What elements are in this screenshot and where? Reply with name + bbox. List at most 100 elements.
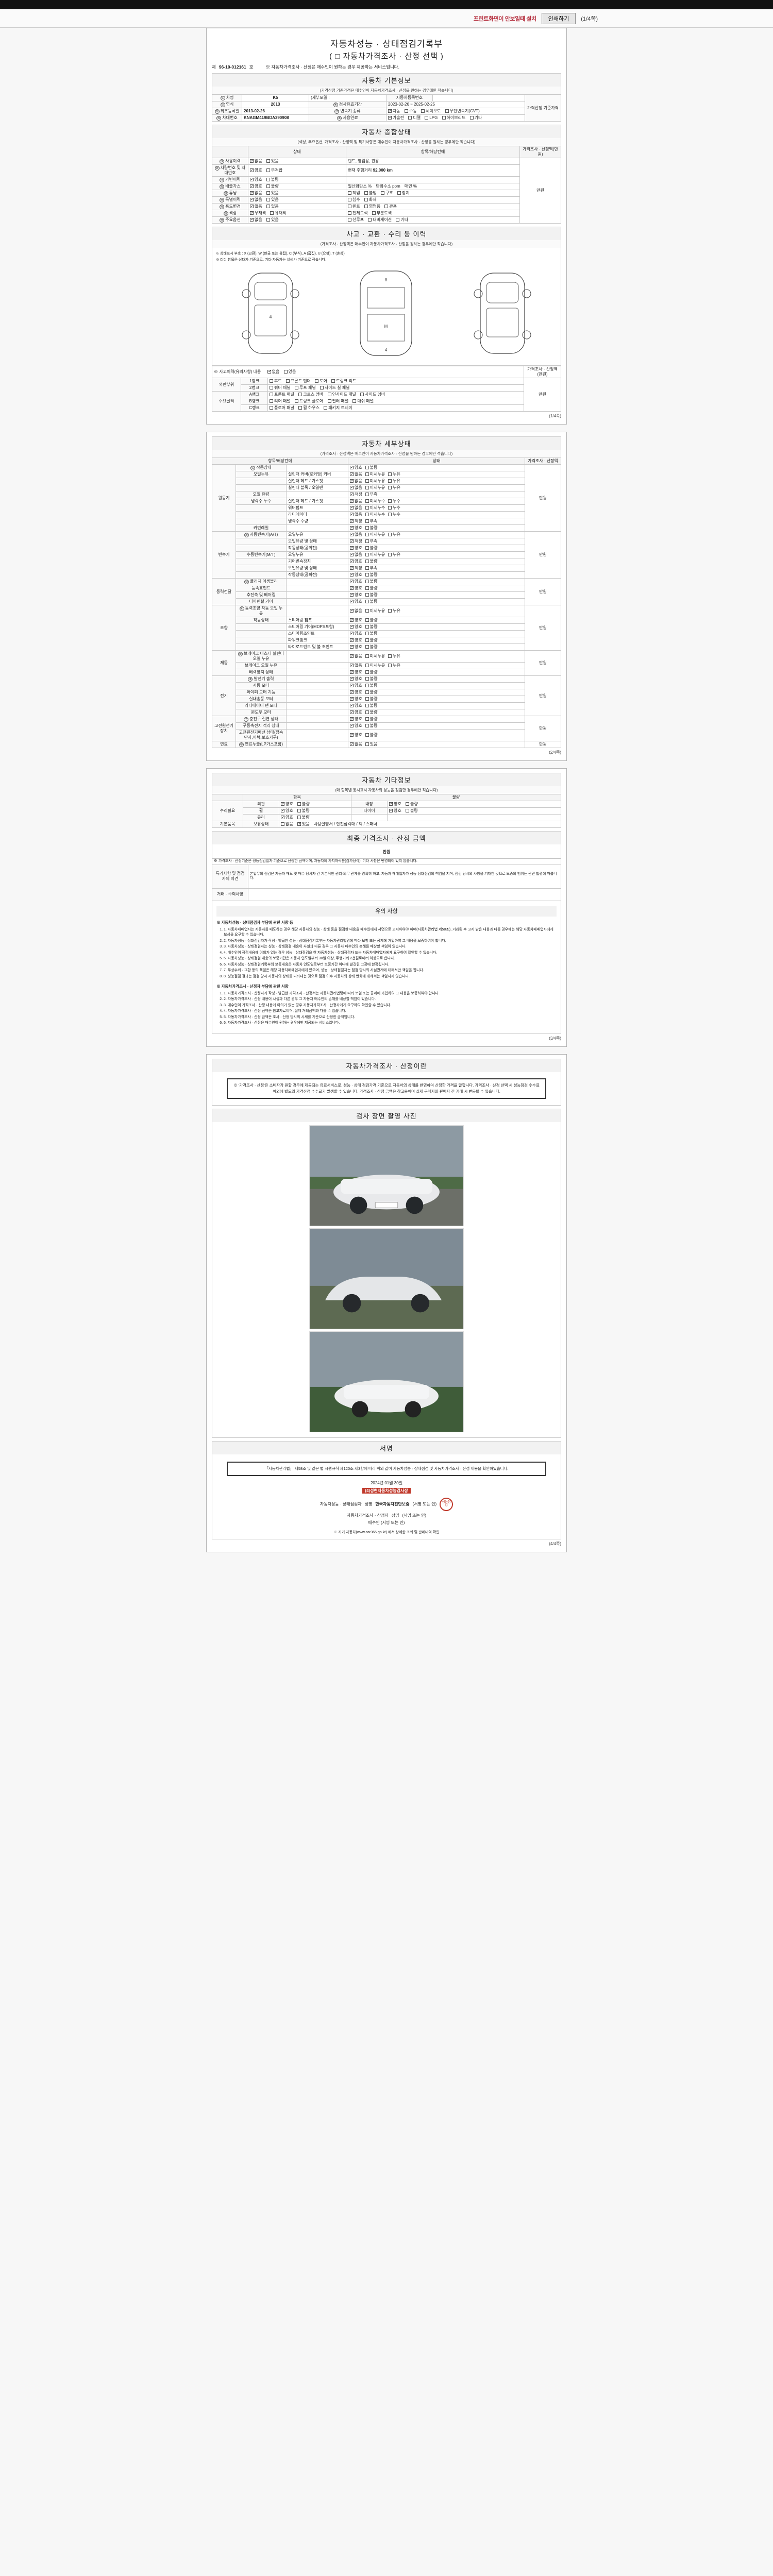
opt-1[interactable]: 불량 xyxy=(365,586,377,591)
opt-1[interactable]: 불량 xyxy=(365,733,377,738)
opt-government[interactable]: 관용 xyxy=(384,204,397,209)
opt-chromatic[interactable]: 유채색 xyxy=(270,211,286,216)
opt-1[interactable]: 불량 xyxy=(365,546,377,551)
opt-2[interactable]: 누수 xyxy=(388,499,400,504)
opt-yes[interactable]: 있음 xyxy=(266,191,279,196)
opt-yes[interactable]: 있음 xyxy=(266,197,279,202)
opt-0[interactable]: 양호 xyxy=(350,465,362,470)
opt-0[interactable]: 양호 xyxy=(350,525,362,531)
part-side-sill[interactable]: 사이드 실 패널 xyxy=(320,385,349,391)
opt-bad[interactable]: 불량 xyxy=(266,177,279,182)
opt-0[interactable]: 양호 xyxy=(350,579,362,584)
opt-1[interactable]: 불량 xyxy=(365,559,377,564)
opt-0[interactable]: 양호 xyxy=(350,716,362,722)
opt-1[interactable]: 불량 xyxy=(365,618,377,623)
opt-bad[interactable]: 불량 xyxy=(297,802,310,807)
part-side-member[interactable]: 사이드 멤버 xyxy=(360,392,385,397)
part-cross-member[interactable]: 크로스 멤버 xyxy=(298,392,323,397)
opt-0[interactable]: 양호 xyxy=(350,592,362,598)
opt-good[interactable]: 양호 xyxy=(281,808,293,814)
opt-2[interactable]: 누유 xyxy=(388,663,400,668)
opt-bad[interactable]: 불량 xyxy=(266,184,279,189)
opt-2[interactable]: 누수 xyxy=(388,512,400,517)
opt-0[interactable]: 양호 xyxy=(350,637,362,643)
opt-partpaint[interactable]: 부분도색 xyxy=(372,211,392,216)
part-quarter-panel[interactable]: 쿼터 패널 xyxy=(270,385,291,391)
opt-yes[interactable]: 있음 xyxy=(283,369,296,375)
opt-1[interactable]: 미세누유 xyxy=(365,663,385,668)
opt-bad[interactable]: 불량 xyxy=(297,808,310,814)
opt-1[interactable]: 부족 xyxy=(365,519,377,524)
opt-structure[interactable]: 구조 xyxy=(380,191,393,196)
opt-1[interactable]: 불량 xyxy=(365,526,377,531)
opt-bad[interactable]: 불량 xyxy=(405,802,418,807)
opt-fire[interactable]: 화재 xyxy=(364,197,377,202)
opt-1[interactable]: 불량 xyxy=(365,638,377,643)
opt-0[interactable]: 양호 xyxy=(350,631,362,636)
opt-achromatic[interactable]: 무채색 xyxy=(250,210,266,216)
opt-hybrid[interactable]: 하이브리드 xyxy=(442,115,465,121)
opt-2[interactable]: 누유 xyxy=(388,485,400,490)
opt-2[interactable]: 누유 xyxy=(388,479,400,484)
opt-none[interactable]: 없음 xyxy=(250,190,262,196)
opt-yes[interactable]: 있음 xyxy=(266,217,279,223)
opt-0[interactable]: 양호 xyxy=(350,585,362,591)
opt-0[interactable]: 양호 xyxy=(350,617,362,623)
opt-legal[interactable]: 적법 xyxy=(348,191,360,196)
opt-1[interactable]: 불량 xyxy=(365,579,377,584)
opt-0[interactable]: 양호 xyxy=(350,732,362,738)
opt-none[interactable]: 없음 xyxy=(281,822,293,827)
opt-0[interactable]: 없음 xyxy=(350,478,362,484)
part-wheel-house[interactable]: 휠 하우스 xyxy=(298,405,320,411)
opt-1[interactable]: 불량 xyxy=(365,631,377,636)
opt-1[interactable]: 불량 xyxy=(365,690,377,695)
opt-1[interactable]: 미세누유 xyxy=(365,608,385,614)
opt-good[interactable]: 양호 xyxy=(250,167,262,173)
opt-none[interactable]: 없음 xyxy=(267,369,279,375)
opt-0[interactable]: 없음 xyxy=(350,498,362,504)
opt-none[interactable]: 없음 xyxy=(250,217,262,223)
opt-none[interactable]: 없음 xyxy=(250,197,262,202)
opt-lpg[interactable]: LPG xyxy=(425,115,438,121)
opt-fuel-etc[interactable]: 기타 xyxy=(469,115,482,121)
opt-good[interactable]: 양호 xyxy=(281,815,293,820)
opt-1[interactable]: 부족 xyxy=(365,566,377,571)
opt-0[interactable]: 없음 xyxy=(350,552,362,557)
opt-1[interactable]: 미세누유 xyxy=(365,479,385,484)
opt-0[interactable]: 양호 xyxy=(350,572,362,578)
opt-illegal[interactable]: 불법 xyxy=(364,191,377,196)
part-floor-panel[interactable]: 플로어 패널 xyxy=(270,405,294,411)
opt-bad[interactable]: 부적합 xyxy=(266,168,282,173)
opt-flood[interactable]: 침수 xyxy=(348,197,360,202)
part-dash-panel[interactable]: 대쉬 패널 xyxy=(352,399,374,404)
opt-1[interactable]: 불량 xyxy=(365,465,377,470)
opt-cvt[interactable]: 무단변속기(CVT) xyxy=(445,109,480,114)
opt-commercial[interactable]: 영업용 xyxy=(364,204,380,209)
opt-sunroof[interactable]: 선루프 xyxy=(348,217,364,223)
opt-manual[interactable]: 수동 xyxy=(404,109,417,114)
opt-0[interactable]: 양호 xyxy=(350,696,362,702)
opt-1[interactable]: 부족 xyxy=(365,492,377,497)
opt-0[interactable]: 양호 xyxy=(350,599,362,604)
opt-1[interactable]: 미세누유 xyxy=(365,532,385,537)
opt-2[interactable]: 누유 xyxy=(388,654,400,659)
opt-yes[interactable]: 있음 xyxy=(266,159,279,164)
opt-0[interactable]: 없음 xyxy=(350,663,362,668)
part-rear-panel[interactable]: 리어 패널 xyxy=(270,399,291,404)
opt-0[interactable]: 양호 xyxy=(350,676,362,682)
opt-none[interactable]: 없음 xyxy=(250,158,262,164)
opt-device[interactable]: 장치 xyxy=(397,191,410,196)
opt-1[interactable]: 불량 xyxy=(365,723,377,728)
opt-bad[interactable]: 불량 xyxy=(297,815,310,820)
opt-etc[interactable]: 기타 xyxy=(396,217,408,223)
opt-0[interactable]: 양호 xyxy=(350,644,362,650)
opt-auto[interactable]: 자동 xyxy=(388,108,400,114)
opt-2[interactable]: 누유 xyxy=(388,532,400,537)
opt-0[interactable]: 양호 xyxy=(350,545,362,551)
part-front-fender[interactable]: 프론트 펜더 xyxy=(285,379,311,384)
part-door[interactable]: 도어 xyxy=(315,379,327,384)
opt-0[interactable]: 없음 xyxy=(350,741,362,747)
part-roof-panel[interactable]: 루프 패널 xyxy=(294,385,316,391)
opt-good[interactable]: 양호 xyxy=(389,808,401,814)
part-front-panel[interactable]: 프론트 패널 xyxy=(270,392,294,397)
